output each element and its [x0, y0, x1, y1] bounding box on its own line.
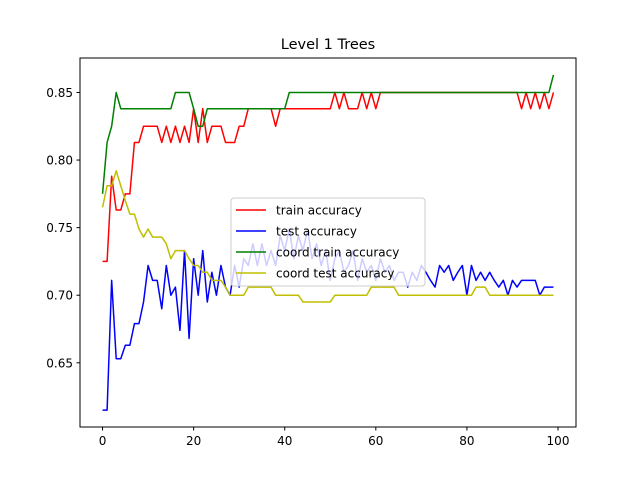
x-tick-label: 80 — [459, 434, 474, 448]
x-tick-label: 60 — [368, 434, 383, 448]
y-tick-label: 0.65 — [46, 356, 73, 370]
legend: train accuracy test accuracy coord train a… — [230, 197, 426, 287]
legend-label-coord-test-accuracy: coord test accuracy — [276, 267, 394, 281]
y-tick-label: 0.80 — [46, 154, 73, 168]
y-tick-label: 0.85 — [46, 86, 73, 100]
legend-label-test-accuracy: test accuracy — [276, 225, 357, 239]
series-line-coord-train-accuracy — [101, 74, 555, 194]
x-tick-label: 0 — [99, 434, 107, 448]
x-tick-label: 40 — [277, 434, 292, 448]
legend-box — [230, 197, 426, 287]
series-line-coord-test-accuracy — [101, 170, 554, 303]
y-tick-label: 0.75 — [46, 221, 73, 235]
plot-frame — [79, 57, 577, 428]
legend-label-coord-train-accuracy: coord train accuracy — [276, 246, 399, 260]
legend-label-train-accuracy: train accuracy — [276, 204, 362, 218]
y-tick-label: 0.70 — [46, 289, 73, 303]
x-tick-label: 100 — [547, 434, 570, 448]
chart-title: Level 1 Trees — [281, 37, 375, 53]
axes-layer: 0 20 40 60 80 100 0.65 0.70 0.75 0.80 0.85 — [46, 86, 569, 448]
x-tick-label: 20 — [186, 434, 201, 448]
